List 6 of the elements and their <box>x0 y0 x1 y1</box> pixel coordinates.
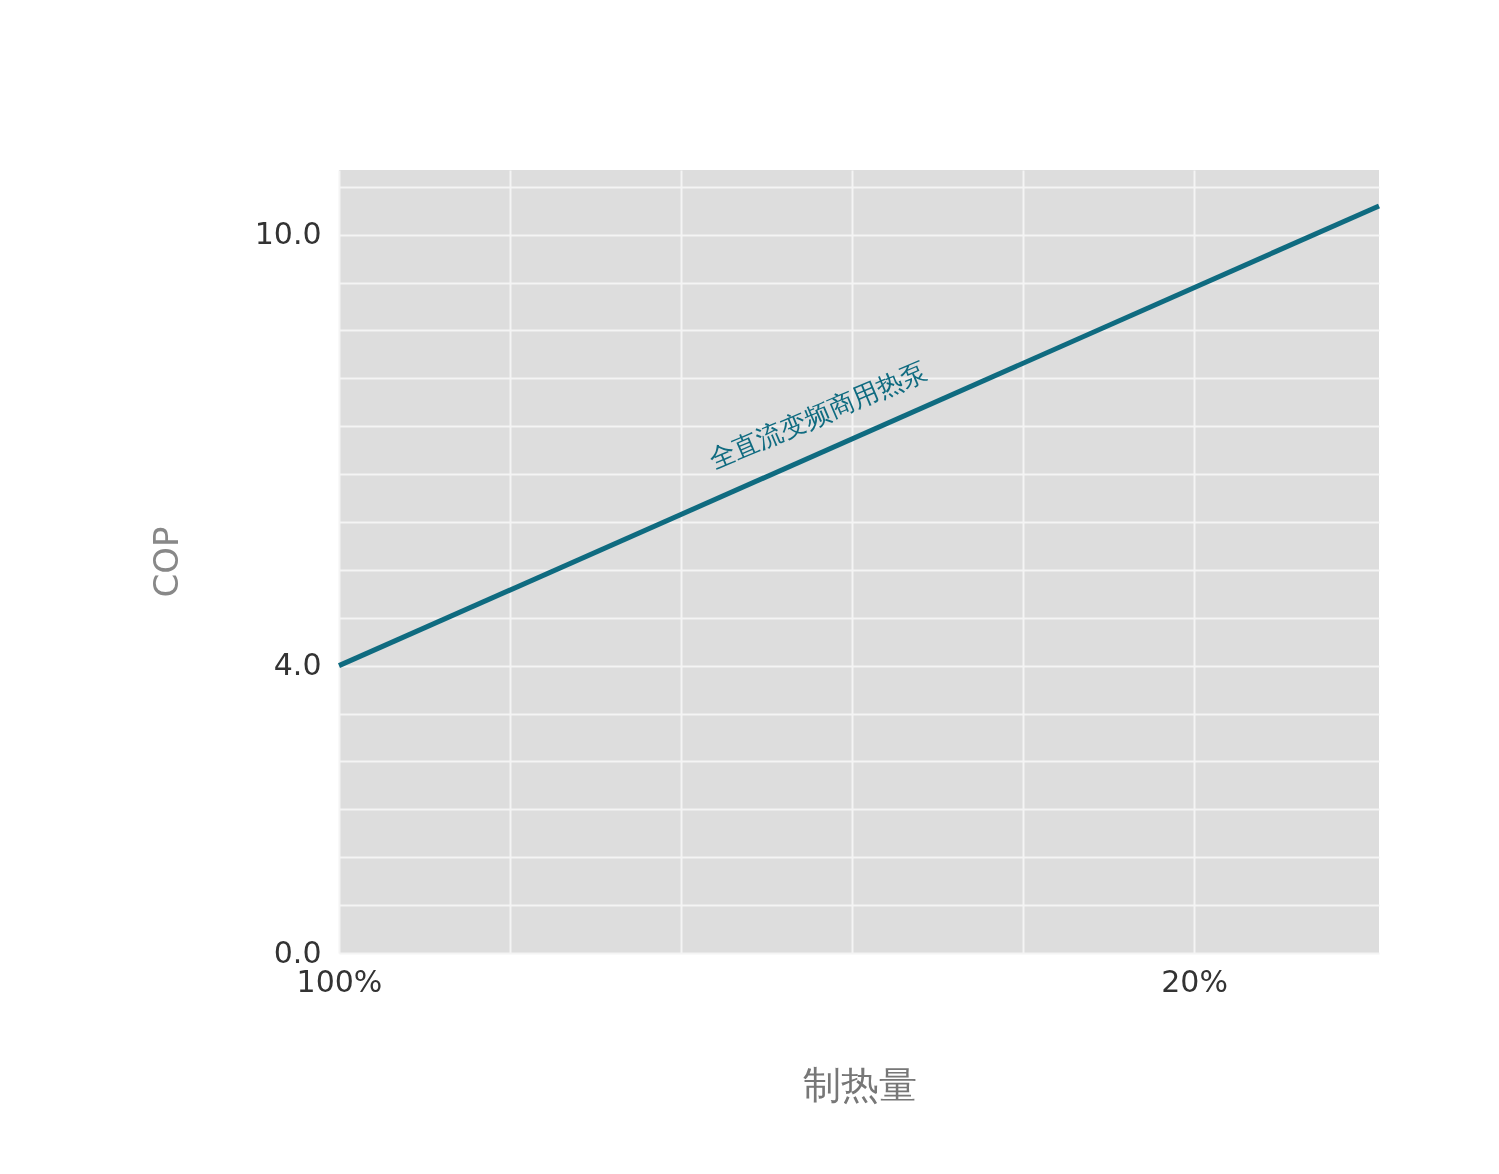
text: 全直流变频商用热泵 <box>704 355 932 475</box>
y-tick-label: 4.0 <box>273 647 322 683</box>
x-tick-label: 20% <box>1161 963 1228 999</box>
y-axis-title: COP <box>145 526 186 598</box>
x-axis-title: 制热量 <box>802 1062 917 1107</box>
y-tick-label: 10.0 <box>254 216 322 252</box>
